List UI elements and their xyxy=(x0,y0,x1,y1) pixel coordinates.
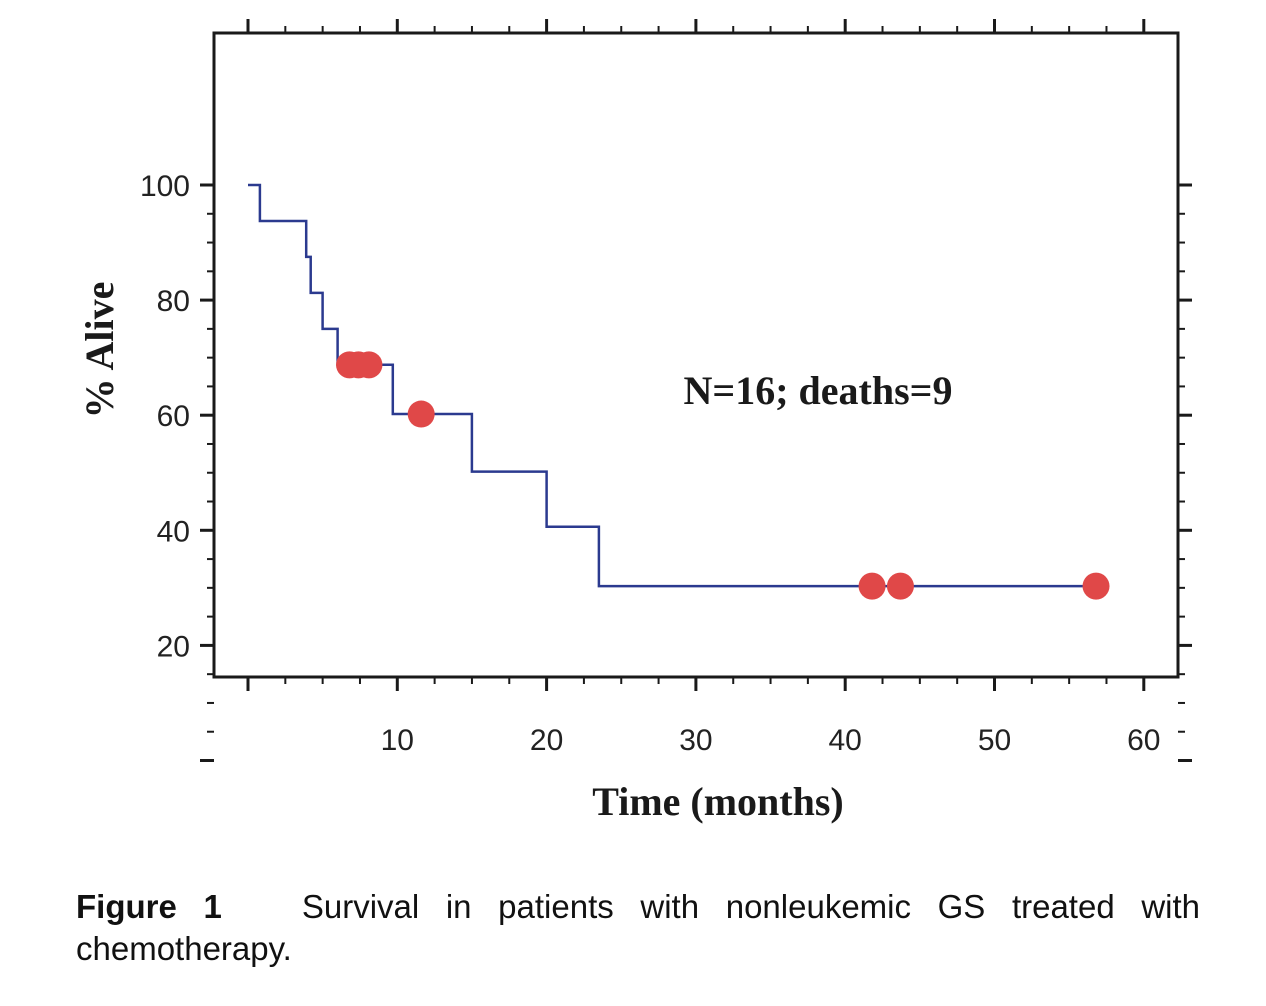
x-tick-label: 20 xyxy=(530,724,563,757)
figure-caption: Figure 1 Survival in patients with nonleu… xyxy=(76,886,1200,970)
y-tick-label: 40 xyxy=(157,515,190,548)
tick-labels: 20 40 60 80 100 10 20 30 40 50 60 xyxy=(140,170,1161,757)
y-tick-label: 60 xyxy=(157,400,190,433)
censor-marker xyxy=(407,400,435,428)
tick-marks xyxy=(200,19,1192,762)
y-axis-title: % Alive xyxy=(77,282,122,419)
caption-label: Figure 1 xyxy=(76,888,222,925)
y-tick-label: 80 xyxy=(157,285,190,318)
x-tick-label: 60 xyxy=(1127,724,1160,757)
x-tick-label: 30 xyxy=(679,724,712,757)
censor-marker xyxy=(355,351,383,379)
censor-marker xyxy=(858,572,886,600)
y-tick-label: 20 xyxy=(157,630,190,663)
x-axis-title: Time (months) xyxy=(592,779,843,824)
x-tick-label: 50 xyxy=(978,724,1011,757)
censor-markers xyxy=(336,351,1110,600)
x-tick-label: 10 xyxy=(381,724,414,757)
censor-marker xyxy=(1082,572,1110,600)
x-tick-label: 40 xyxy=(829,724,862,757)
y-tick-label: 100 xyxy=(140,170,190,203)
censor-marker xyxy=(886,572,914,600)
survival-step-line xyxy=(248,183,1099,588)
annotation: N=16; deaths=9 xyxy=(684,368,953,413)
caption-text: Survival in patients with nonleukemic GS… xyxy=(76,888,1201,967)
survival-chart: 20 40 60 80 100 10 20 30 40 50 60 Time (months) % … xyxy=(77,19,1192,824)
